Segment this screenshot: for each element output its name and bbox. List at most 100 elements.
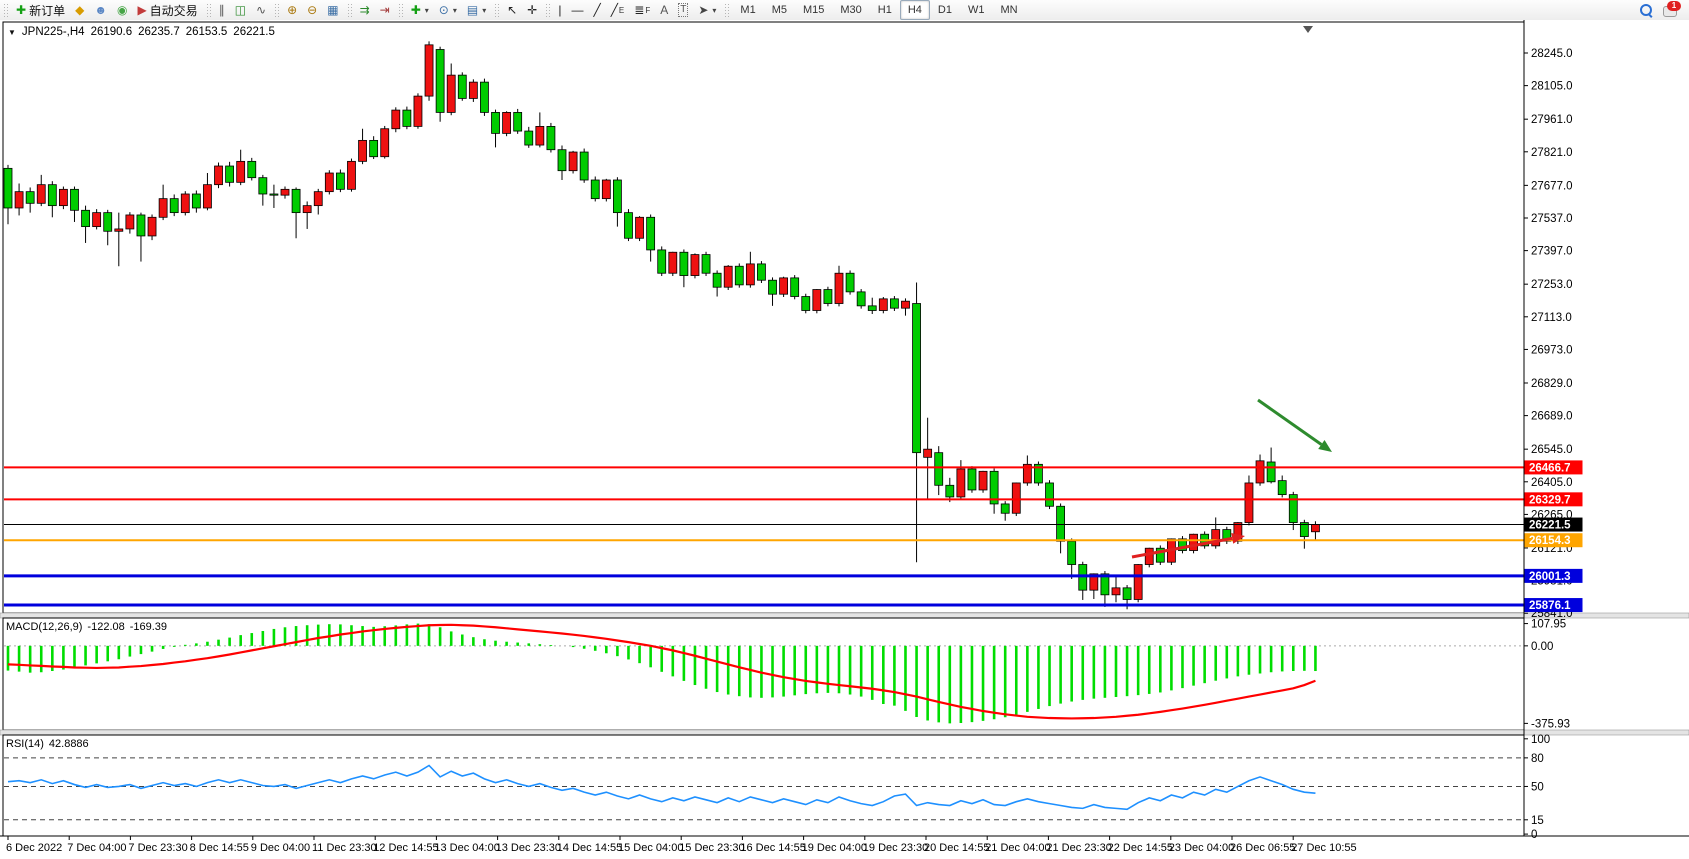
chevron-down-icon[interactable]: ▾ [424, 5, 429, 15]
timeframe-button-m30[interactable]: M30 [840, 4, 862, 16]
main-plot-area[interactable] [2, 21, 1525, 614]
line-chart-button[interactable]: ∿ [251, 0, 271, 21]
rsi-plot-area[interactable] [2, 734, 1525, 837]
toolbar-group-handle[interactable] [724, 3, 730, 17]
chevron-down-icon[interactable]: ▾ [712, 5, 717, 15]
price-badge [1524, 517, 1583, 532]
tile-windows-button[interactable]: ▦ [322, 0, 343, 21]
time-label: 9 Dec 04:00 [251, 842, 310, 854]
toolbar-group-handle[interactable] [397, 3, 403, 17]
indicators-button[interactable]: ✚ ▾ [406, 0, 434, 21]
toolbar-group-handle[interactable] [545, 3, 551, 17]
templates-button[interactable]: ▤ ▾ [462, 0, 491, 21]
cursor-button[interactable]: ↖ [502, 0, 522, 21]
signals-button[interactable]: ◉ [112, 0, 132, 21]
crosshair-button[interactable]: ✛ [522, 0, 542, 21]
bear-candle [1034, 463, 1043, 484]
chevron-down-icon[interactable]: ▾ [452, 5, 457, 15]
chevron-down-icon[interactable]: ▾ [482, 5, 487, 15]
price-tick-label: 27961.0 [1531, 114, 1573, 126]
bar-chart-button[interactable]: ∥ [214, 0, 230, 21]
time-label: 26 Dec 06:55 [1230, 842, 1295, 854]
arrow-tool-icon: ➤ [698, 3, 709, 17]
bear-candle [1288, 494, 1298, 523]
auto-scroll-button[interactable]: ⇉ [355, 0, 375, 21]
chart-shift-button[interactable]: ⇥ [375, 0, 395, 21]
equidistant-channel-button[interactable]: ╱ E [606, 0, 630, 21]
bull-candle [745, 263, 755, 286]
bear-candle [890, 298, 899, 309]
price-chart[interactable]: 28245.0 28105.0 27961.0 27821.0 27677.0 27537… [0, 20, 1689, 859]
bull-candle [1311, 524, 1320, 533]
timeframe-button-d1[interactable]: D1 [937, 4, 952, 16]
green-down-arrow[interactable] [1257, 398, 1323, 446]
macd-axis-label: -375.93 [1531, 718, 1570, 730]
timeframe-button-m1[interactable]: M1 [740, 4, 756, 16]
chart-window[interactable]: 28245.0 28105.0 27961.0 27821.0 27677.0 27537… [0, 20, 1689, 859]
timeframe-button-m5[interactable]: M5 [771, 4, 787, 16]
market-depth-button[interactable]: ☻ [89, 0, 112, 21]
price-tick-label: 27821.0 [1531, 147, 1573, 159]
toolbar-group: ⇉ ⇥ [355, 0, 395, 20]
new-order-button[interactable]: ✚ 新订单 [11, 0, 70, 21]
red-up-arrow-head[interactable] [1231, 532, 1245, 544]
time-label: 19 Dec 04:00 [802, 842, 867, 854]
vertical-line-icon: | [558, 3, 562, 17]
time-label: 14 Dec 14:55 [557, 842, 622, 854]
search-icon[interactable] [1640, 3, 1653, 18]
toolbar-group-handle[interactable] [274, 3, 280, 17]
periods-button[interactable]: ⊙ ▾ [434, 0, 462, 21]
styler-icon: ◆ [75, 3, 85, 17]
arrows-button[interactable]: ➤ ▾ [693, 0, 721, 21]
line-chart-icon: ∿ [256, 3, 267, 17]
collapse-triangle-icon[interactable]: ▼ [8, 27, 16, 37]
chat-icon[interactable]: 1 [1663, 0, 1681, 17]
text-button[interactable]: A [655, 0, 673, 21]
green-down-arrow-head[interactable] [1318, 440, 1332, 452]
toolbar-group-handle[interactable] [346, 3, 352, 17]
timeframe-button-m15[interactable]: M15 [802, 4, 825, 16]
bull-candle [236, 160, 246, 183]
vertical-line-button[interactable]: | [553, 0, 566, 21]
bear-candle [1299, 522, 1309, 537]
fibonacci-button[interactable]: ≣ F [629, 0, 655, 21]
macd-value: -122.08 [87, 621, 125, 633]
price-badge-label: 26466.7 [1529, 462, 1571, 474]
toolbar-group-handle[interactable] [205, 3, 211, 17]
time-label: 15 Dec 04:00 [618, 842, 683, 854]
bull-candle [36, 184, 46, 204]
price-badge-label: 26001.3 [1529, 571, 1571, 583]
pane-splitter[interactable] [0, 729, 1689, 736]
pane-splitter[interactable] [0, 612, 1689, 619]
horizontal-line-button[interactable]: — [566, 0, 588, 21]
zoom-in-button[interactable]: ⊕ [282, 0, 302, 21]
bear-candle [247, 160, 257, 179]
styler-button[interactable]: ◆ [70, 0, 89, 21]
bull-candle [1111, 587, 1121, 596]
timeframe-button-h1[interactable]: H1 [877, 4, 892, 16]
close-value: 26221.5 [233, 26, 275, 38]
bear-candle [369, 139, 379, 158]
timeframe-button-h4[interactable]: H4 [899, 0, 930, 20]
autotrading-button[interactable]: ▶ 自动交易 [132, 0, 202, 21]
timeframe-button-mn[interactable]: MN [1000, 4, 1018, 16]
toolbar-group-handle[interactable] [3, 3, 8, 17]
trendline-button[interactable]: ╱ [588, 0, 605, 21]
zoom-out-button[interactable]: ⊖ [302, 0, 322, 21]
timeframe-button-w1[interactable]: W1 [967, 4, 985, 16]
bear-candle [480, 81, 489, 113]
text-label-button[interactable]: T [673, 0, 693, 21]
bull-candle [313, 191, 323, 207]
candlestick-chart-button[interactable]: ◫ [230, 0, 251, 21]
bull-candle [878, 298, 888, 311]
clock-icon: ⊙ [438, 3, 449, 17]
toolbar-group-handle[interactable] [494, 3, 500, 17]
bear-candle [679, 251, 689, 276]
indicators-icon: ✚ [410, 3, 421, 17]
template-icon: ▤ [466, 3, 479, 17]
red-up-arrow[interactable] [1131, 536, 1233, 559]
macd-title: MACD(12,26,9) [6, 621, 83, 633]
bear-candle [768, 279, 777, 295]
price-badge-label: 26154.3 [1529, 535, 1571, 547]
chart-shift-marker[interactable] [1303, 26, 1313, 33]
